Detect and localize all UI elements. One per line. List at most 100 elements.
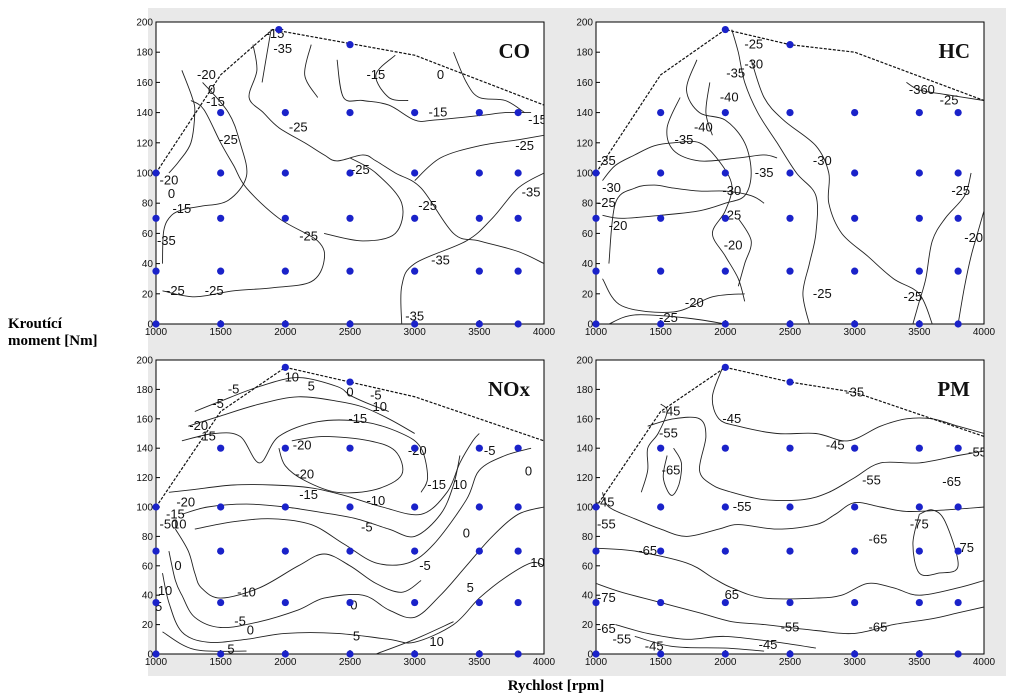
- nox-contour-layer: 105-50-510-5-15-20-15-20-20-5-200-1510-1…: [155, 366, 544, 657]
- hc-measurement-point: [851, 169, 859, 177]
- nox-y-tick-label: 80: [142, 532, 154, 543]
- hc-contour-line: [731, 29, 819, 324]
- nox-contour-label: -5: [370, 387, 382, 402]
- hc-contour-label: -25: [597, 195, 616, 210]
- nox-contour-label: -10: [237, 584, 256, 599]
- nox-contour-label: 0: [346, 384, 353, 399]
- nox-measurement-point: [217, 598, 225, 607]
- pm-contour-label: -65: [597, 621, 616, 636]
- pm-contour-label: -65: [942, 474, 961, 489]
- hc-measurement-point: [915, 169, 923, 177]
- nox-measurement-point: [475, 650, 483, 658]
- nox-measurement-point: [281, 444, 289, 452]
- co-contour-line: [261, 29, 272, 83]
- nox-contour-label: 5: [155, 599, 162, 614]
- pm-contour-label: -45: [662, 403, 681, 418]
- hc-contour-label: -25: [951, 183, 970, 198]
- co-x-tick-label: 2500: [339, 327, 362, 338]
- hc-measurement-point: [657, 320, 665, 328]
- co-y-tick-label: 40: [142, 259, 154, 270]
- nox-y-tick-label: 100: [136, 503, 153, 514]
- pm-contour-label: -55: [968, 445, 987, 460]
- co-measurement-point: [281, 109, 289, 117]
- co-measurement-point: [275, 25, 283, 34]
- co-contour-label: -15: [206, 94, 225, 109]
- hc-contour-line: [602, 59, 752, 219]
- hc-x-tick-label: 1000: [585, 327, 608, 338]
- pm-x-tick-label: 3500: [908, 657, 931, 668]
- pm-contour-line: [662, 447, 683, 496]
- pm-measurement-point: [954, 547, 962, 555]
- hc-measurement-point: [721, 25, 729, 34]
- hc-boundary-line: [596, 28, 984, 174]
- nox-contour-label: 5: [227, 642, 234, 657]
- pm-measurement-point: [786, 503, 794, 511]
- hc-y-tick-label: 120: [576, 138, 593, 149]
- nox-measurement-point: [475, 598, 483, 607]
- co-contour-label: -35: [405, 308, 424, 323]
- nox-measurement-point: [411, 650, 419, 658]
- nox-measurement-point: [346, 598, 354, 607]
- hc-contour-label: -35: [726, 65, 745, 80]
- hc-measurement-point: [954, 214, 962, 222]
- pm-contour-label: -65: [662, 462, 681, 477]
- pm-contour-label: -45: [722, 411, 741, 426]
- hc-measurement-point: [954, 109, 962, 117]
- nox-contour-line: [188, 396, 415, 434]
- pm-x-tick-label: 1500: [650, 657, 673, 668]
- pm-contour-label: -65: [869, 531, 888, 546]
- co-contour-label: -15: [528, 112, 547, 127]
- nox-contour-label: -5: [361, 520, 373, 535]
- co-contour-label: -25: [166, 283, 185, 298]
- co-y-tick-label: 80: [142, 199, 154, 210]
- hc-measurement-point: [954, 169, 962, 177]
- nox-y-tick-label: 0: [147, 650, 153, 661]
- hc-y-tick-label: 140: [576, 108, 593, 119]
- co-measurement-point: [411, 109, 419, 117]
- pm-measurement-point: [592, 650, 600, 658]
- hc-measurement-point: [915, 320, 923, 328]
- nox-contour-line: [278, 435, 404, 494]
- co-measurement-point: [152, 320, 160, 328]
- pm-contour-label: -65: [869, 620, 888, 635]
- hc-contour-label: -25: [744, 37, 763, 52]
- co-measurement-point: [411, 320, 419, 328]
- pm-measurement-point: [915, 650, 923, 658]
- nox-contour-line: [181, 455, 461, 538]
- nox-measurement-point: [217, 503, 225, 511]
- nox-x-tick-label: 1500: [210, 657, 233, 668]
- nox-measurement-point: [514, 547, 522, 555]
- pm-contour-label: -35: [845, 384, 864, 399]
- nox-measurement-point: [152, 598, 160, 607]
- hc-x-tick-label: 4000: [973, 327, 996, 338]
- nox-measurement-point: [514, 650, 522, 658]
- nox-measurement-point: [217, 547, 225, 555]
- nox-contour-label: 10: [530, 555, 544, 570]
- hc-contour-label: -25: [659, 310, 678, 325]
- co-contour-label: 0: [208, 82, 215, 97]
- hc-panel-title: HC: [939, 39, 971, 63]
- pm-panel-title: PM: [937, 377, 970, 401]
- pm-contour-line: [602, 492, 984, 537]
- nox-measurement-point: [281, 650, 289, 658]
- nox-x-tick-label: 2500: [339, 657, 362, 668]
- hc-contour-label: -30: [722, 183, 741, 198]
- pm-y-tick-label: 100: [576, 503, 593, 514]
- pm-measurement-point: [851, 547, 859, 555]
- pm-x-tick-label: 4000: [973, 657, 996, 668]
- nox-contour-line: [375, 621, 454, 654]
- hc-y-tick-label: 180: [576, 48, 593, 59]
- pm-y-tick-label: 200: [576, 356, 593, 367]
- co-contour-label: -25: [205, 283, 224, 298]
- nox-measurement-point: [152, 503, 160, 511]
- nox-contour-label: 0: [174, 558, 181, 573]
- nox-measurement-point: [475, 503, 483, 511]
- pm-contour-label: -55: [733, 499, 752, 514]
- co-contour-line: [453, 52, 525, 113]
- nox-contour-label: 10: [373, 399, 387, 414]
- pm-x-tick-label: 2500: [779, 657, 802, 668]
- co-contour-label: 0: [437, 67, 444, 82]
- hc-measurement-point: [954, 320, 962, 328]
- nox-measurement-point: [152, 547, 160, 555]
- pm-contour-label: -55: [612, 631, 631, 646]
